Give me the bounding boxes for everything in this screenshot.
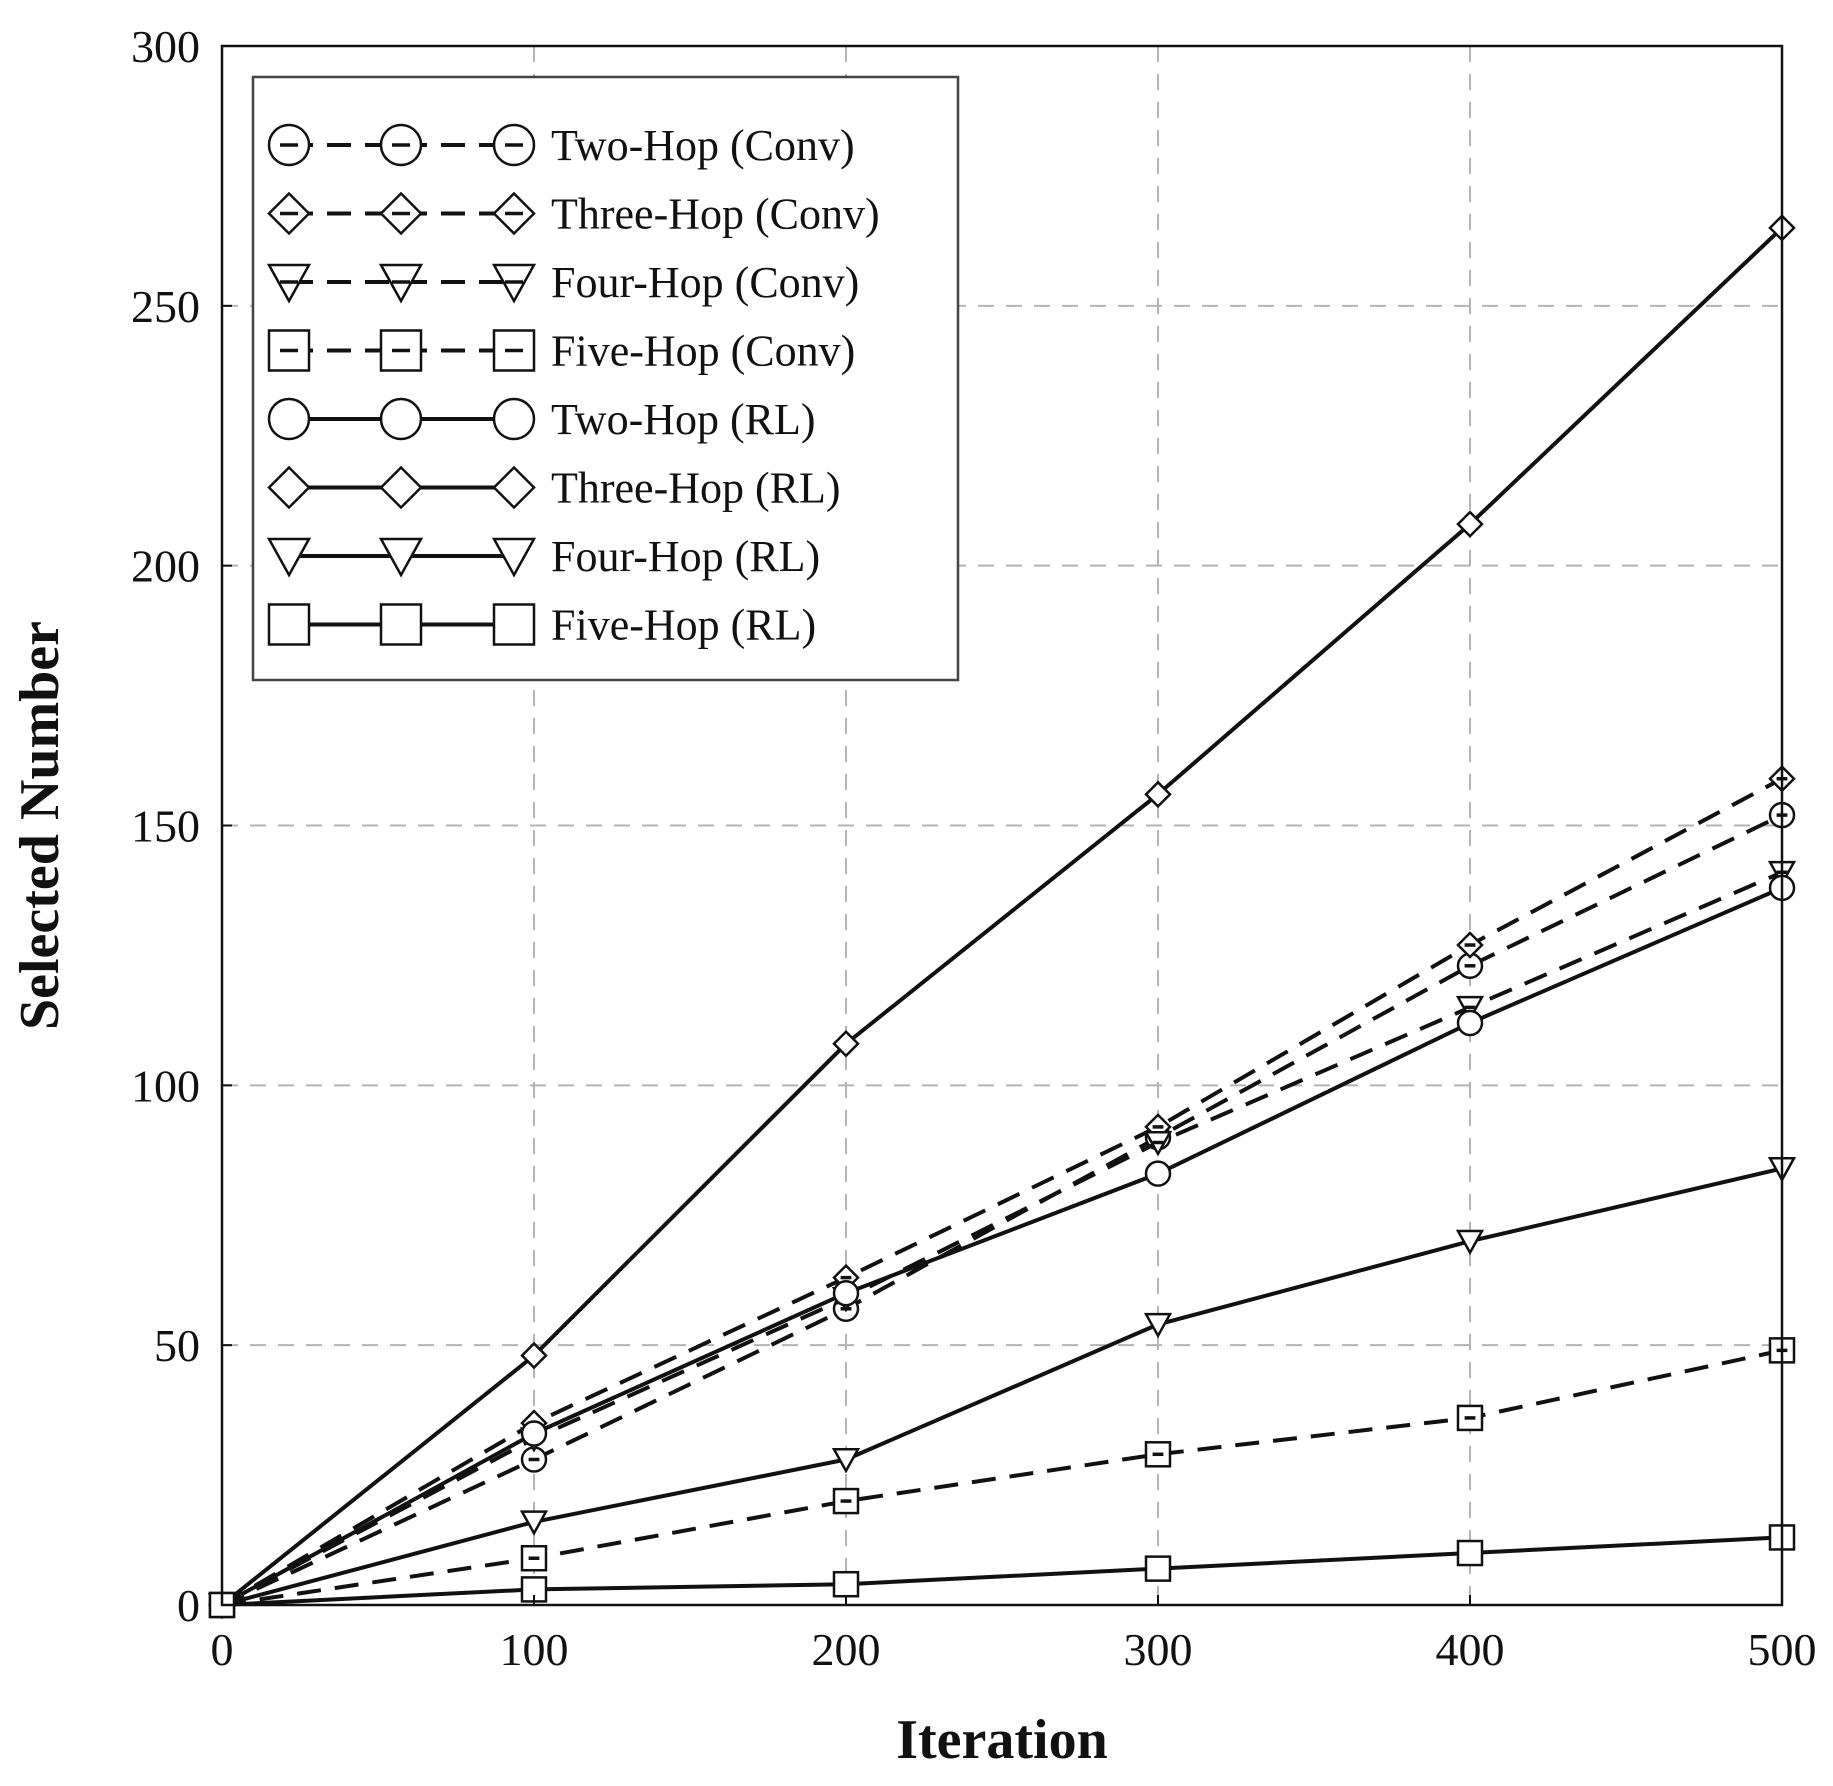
legend-box — [251, 75, 960, 682]
y-tick-label: 100 — [131, 1060, 200, 1111]
x-tick-label: 400 — [1436, 1624, 1505, 1675]
legend-marker-three-hop-rl — [267, 465, 311, 510]
legend-label-two-hop-rl: Two-Hop (RL) — [551, 395, 816, 444]
y-tick-label: 200 — [131, 541, 200, 592]
data-point-four-hop-rl — [1455, 1229, 1485, 1256]
series-line-four-hop-rl — [221, 1166, 1783, 1607]
series-line-two-hop-rl — [221, 886, 1783, 1607]
legend-marker-three-hop-rl — [492, 465, 536, 510]
y-tick-label: 150 — [131, 801, 200, 852]
legend-marker-four-hop-rl — [266, 537, 312, 578]
series-line-two-hop-conv — [221, 813, 1783, 1607]
legend-label-five-hop-conv: Five-Hop (Conv) — [551, 327, 855, 376]
series-five-hop-rl — [208, 1524, 1796, 1619]
legend-entry-four-hop-rl: Four-Hop (RL) — [266, 532, 820, 581]
x-tick-label: 200 — [812, 1624, 881, 1675]
legend: Two-Hop (Conv) Three-Hop (Conv) Four-Hop (… — [251, 75, 960, 682]
legend-label-five-hop-rl: Five-Hop (RL) — [551, 601, 816, 650]
legend-marker-two-hop-rl — [379, 397, 423, 441]
y-axis-title: Selected Number — [9, 621, 71, 1030]
legend-entry-five-hop-conv: Five-Hop (Conv) — [267, 327, 855, 376]
data-point-four-hop-rl — [831, 1448, 861, 1474]
legend-entry-three-hop-rl: Three-Hop (RL) — [267, 464, 841, 513]
legend-label-three-hop-conv: Three-Hop (Conv) — [551, 190, 880, 239]
legend-entry-three-hop-conv: Three-Hop (Conv) — [267, 190, 880, 239]
x-tick-label: 100 — [500, 1624, 569, 1675]
legend-marker-three-hop-rl — [379, 465, 423, 510]
data-point-two-hop-rl — [832, 1279, 860, 1307]
legend-entry-two-hop-conv: Two-Hop (Conv) — [267, 121, 855, 170]
legend-marker-four-hop-rl — [378, 537, 424, 578]
legend-label-four-hop-rl: Four-Hop (RL) — [551, 532, 820, 581]
legend-marker-two-hop-rl — [492, 397, 536, 441]
series-line-three-hop-conv — [220, 776, 1783, 1607]
legend-entry-four-hop-conv: Four-Hop (Conv) — [266, 258, 859, 307]
legend-marker-five-hop-rl — [492, 603, 536, 646]
y-tick-label: 50 — [154, 1320, 200, 1371]
data-point-five-hop-rl — [832, 1570, 860, 1598]
series-line-five-hop-conv — [221, 1348, 1783, 1607]
data-point-two-hop-rl — [1144, 1160, 1172, 1187]
data-point-three-hop-rl — [832, 1029, 860, 1058]
series-three-hop-rl — [208, 214, 1796, 1619]
data-point-three-hop-rl — [1144, 780, 1172, 809]
data-point-five-hop-conv — [1456, 1404, 1484, 1432]
axis-ticks: 0 100 200 300 400 500 0 50 100 150 200 250 300 — [131, 21, 1817, 1675]
x-tick-label: 0 — [211, 1624, 234, 1675]
legend-label-two-hop-conv: Two-Hop (Conv) — [551, 121, 855, 170]
data-point-three-hop-rl — [1456, 510, 1484, 538]
legend-marker-two-hop-rl — [267, 397, 311, 441]
x-tick-label: 300 — [1124, 1624, 1193, 1675]
legend-label-four-hop-conv: Four-Hop (Conv) — [551, 258, 859, 307]
x-tick-label: 500 — [1748, 1624, 1817, 1675]
data-point-four-hop-rl — [1143, 1312, 1173, 1339]
y-tick-label: 250 — [131, 281, 200, 332]
data-point-three-hop-rl — [520, 1341, 548, 1370]
legend-entry-five-hop-rl: Five-Hop (RL) — [267, 601, 816, 650]
legend-label-three-hop-rl: Three-Hop (RL) — [551, 464, 841, 513]
legend-marker-five-hop-rl — [379, 603, 423, 646]
data-point-two-hop-rl — [1456, 1009, 1484, 1037]
x-axis-title: Iteration — [896, 1709, 1108, 1771]
legend-marker-five-hop-rl — [267, 603, 311, 646]
legend-entry-two-hop-rl: Two-Hop (RL) — [267, 395, 816, 444]
legend-marker-four-hop-rl — [491, 537, 537, 578]
data-point-five-hop-rl — [1144, 1555, 1172, 1582]
series-layer — [207, 214, 1797, 1619]
series-line-five-hop-rl — [221, 1535, 1783, 1607]
data-point-five-hop-rl — [1456, 1539, 1484, 1567]
data-point-four-hop-rl — [519, 1510, 549, 1536]
y-tick-label: 0 — [177, 1580, 200, 1631]
data-point-two-hop-rl — [520, 1420, 548, 1447]
y-tick-label: 300 — [131, 21, 200, 72]
series-line-three-hop-rl — [220, 226, 1784, 1607]
